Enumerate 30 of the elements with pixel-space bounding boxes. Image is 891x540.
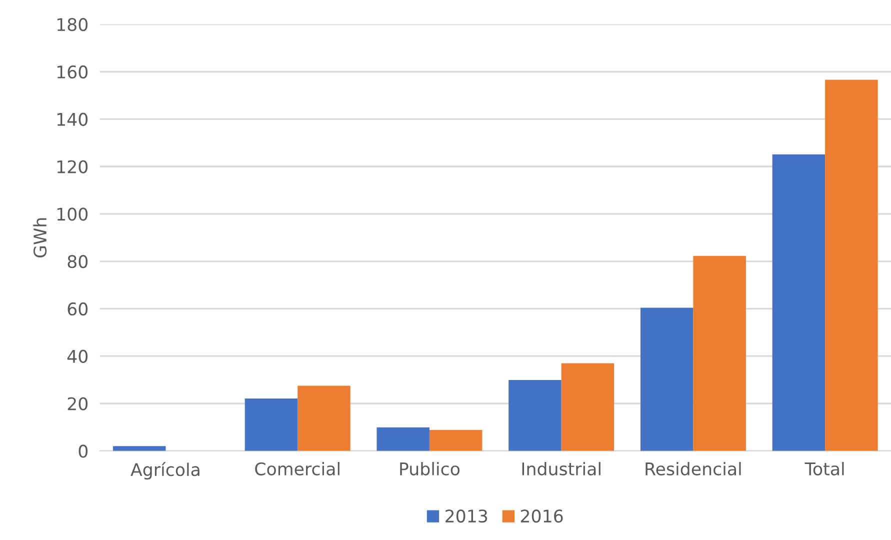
y-tick-label: 140 (57, 112, 88, 126)
bar (376, 427, 430, 451)
bar (508, 380, 562, 451)
y-tick-label: 160 (57, 65, 88, 79)
x-tick-label: Comercial (255, 462, 340, 476)
x-tick-label: Publico (400, 462, 460, 476)
bar (693, 256, 746, 451)
bar (825, 80, 878, 451)
bar (429, 430, 482, 451)
y-tick-label: 20 (68, 397, 88, 410)
x-tick-label: Total (804, 462, 844, 476)
x-tick-label: Residencial (646, 462, 741, 476)
y-axis-title: GWh (33, 218, 47, 258)
bar (772, 154, 826, 451)
y-tick-label: 180 (57, 18, 88, 32)
y-tick-label: 120 (57, 160, 88, 174)
x-tick-label: Agrícola (130, 462, 200, 480)
bar (640, 308, 694, 451)
bar (112, 446, 166, 451)
y-tick-label: 40 (67, 350, 88, 363)
y-tick-label: 60 (68, 302, 88, 316)
x-tick-label: Industrial (522, 462, 600, 476)
bar (244, 398, 298, 451)
legend-label: 2016 (520, 509, 563, 523)
legend-label: 2013 (446, 509, 488, 523)
bar (298, 386, 350, 451)
bar (561, 363, 614, 451)
y-tick-label: 0 (78, 444, 88, 458)
y-tick-label: 80 (68, 255, 88, 268)
y-tick-label: 100 (57, 208, 88, 221)
